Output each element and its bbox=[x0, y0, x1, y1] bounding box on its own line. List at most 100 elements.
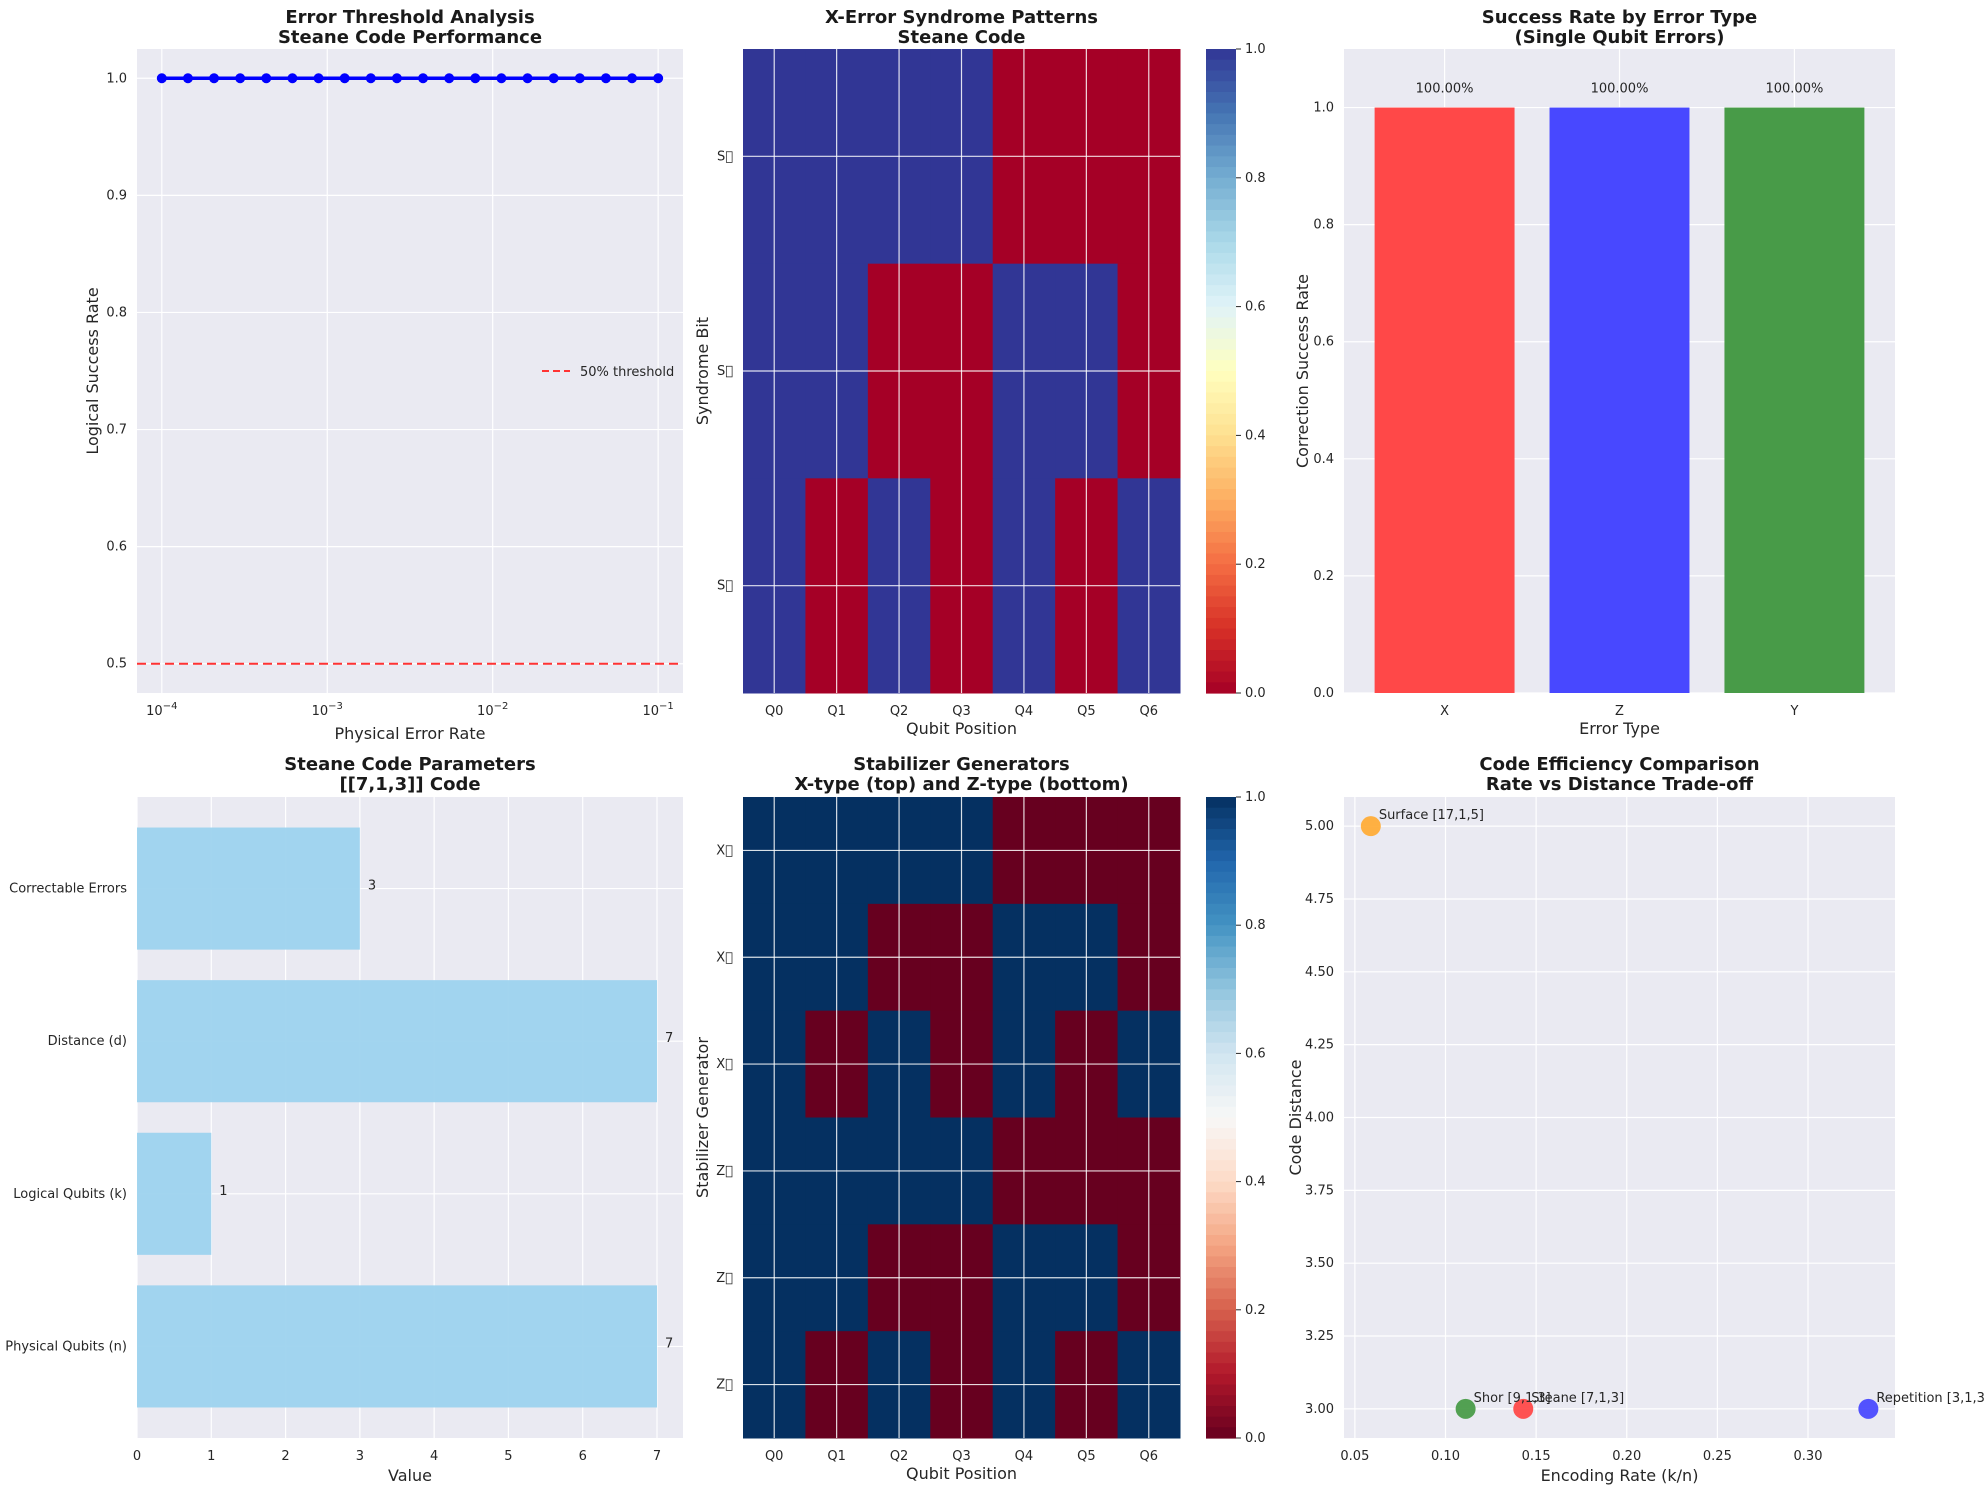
colorbar-segment bbox=[1206, 252, 1236, 265]
bar-value-label: 100.00% bbox=[1765, 82, 1823, 97]
colorbar-segment bbox=[1206, 1053, 1236, 1065]
colorbar-segment bbox=[1206, 1320, 1236, 1332]
x-tick-label: 10−1 bbox=[643, 701, 674, 719]
x-tick-label: Q2 bbox=[890, 1449, 909, 1464]
colorbar-segment bbox=[1206, 829, 1236, 841]
colorbar-segment bbox=[1206, 1117, 1236, 1129]
colorbar-segment bbox=[1206, 639, 1236, 651]
x-tick-label: 0.05 bbox=[1340, 1449, 1369, 1464]
colorbar-segment bbox=[1206, 967, 1236, 980]
colorbar-segment bbox=[1206, 1341, 1236, 1354]
colorbar-segment bbox=[1206, 403, 1236, 415]
point-label: Steane [7,1,3] bbox=[1531, 1391, 1624, 1406]
colorbar-segment bbox=[1206, 1395, 1236, 1407]
colorbar-segment bbox=[1206, 861, 1236, 873]
colorbar-segment bbox=[1206, 553, 1236, 565]
colorbar-segment bbox=[1206, 882, 1236, 894]
x-tick-label: 0.20 bbox=[1612, 1449, 1641, 1464]
colorbar-segment bbox=[1206, 360, 1236, 372]
colorbar-segment bbox=[1206, 156, 1236, 168]
y-axis-label: Logical Success Rate bbox=[83, 287, 102, 454]
syndrome-heatmap: Q0 Q1 Q2 Q3 Q4 Q5 Q6 S⃞ S⃞ S⃞ 0.0 0.2 0.4 0.6 0.8 1.0 X-… bbox=[693, 7, 1266, 738]
success-chart: 0.0 0.2 0.4 0.6 0.8 1.0 100.00% X 100.00% Z 100.00… bbox=[1293, 7, 1895, 738]
legend-label: 50% threshold bbox=[580, 365, 674, 380]
scatter-point bbox=[1858, 1398, 1879, 1419]
point-label: Repetition [3,1,3] bbox=[1876, 1391, 1985, 1406]
colorbar-segment bbox=[1206, 1149, 1236, 1161]
x-tick-label: X bbox=[1440, 704, 1449, 719]
colorbar-segment bbox=[1206, 1288, 1236, 1300]
x-tick-label: Q4 bbox=[1015, 1449, 1034, 1464]
y-tick-label: 4.50 bbox=[1305, 965, 1334, 980]
colorbar-tick-label: 0.4 bbox=[1245, 1175, 1266, 1190]
y-tick-label: 3.75 bbox=[1305, 1183, 1334, 1198]
colorbar-segment bbox=[1206, 91, 1236, 104]
y-tick-label: 1.0 bbox=[106, 71, 127, 86]
colorbar-segment bbox=[1206, 220, 1236, 233]
colorbar-segment bbox=[1206, 306, 1236, 318]
colorbar-segment bbox=[1206, 1373, 1236, 1386]
colorbar-segment bbox=[1206, 446, 1236, 458]
colorbar-tick-label: 0.8 bbox=[1245, 918, 1266, 933]
data-point bbox=[391, 73, 402, 84]
y-tick-label: 0.2 bbox=[1313, 569, 1334, 584]
colorbar-segment bbox=[1206, 81, 1236, 93]
colorbar-segment bbox=[1206, 542, 1236, 555]
colorbar-segment bbox=[1206, 807, 1236, 819]
threshold-chart: 0.5 0.6 0.7 0.8 0.9 1.0 10−4 10−3 10−2 10−1 50% th… bbox=[83, 7, 683, 743]
chart-title-line-2: Steane Code Performance bbox=[278, 27, 542, 48]
colorbar-segment bbox=[1206, 1074, 1236, 1087]
param-bar bbox=[137, 1132, 212, 1255]
y-tick-label: 0.5 bbox=[106, 657, 127, 672]
colorbar-segment bbox=[1206, 328, 1236, 340]
y-tick-label: 3.00 bbox=[1305, 1402, 1334, 1417]
x-tick-label: 10−3 bbox=[312, 701, 343, 719]
colorbar-segment bbox=[1206, 596, 1236, 608]
data-point bbox=[287, 73, 298, 84]
colorbar-segment bbox=[1206, 210, 1236, 222]
y-tick-label: X⃞ bbox=[716, 843, 733, 858]
data-point bbox=[418, 73, 429, 84]
param-bar bbox=[137, 827, 360, 950]
colorbar-segment bbox=[1206, 1202, 1236, 1215]
data-point bbox=[600, 73, 611, 84]
colorbar-segment bbox=[1206, 1106, 1236, 1119]
x-axis-label: Qubit Position bbox=[906, 1464, 1017, 1483]
colorbar-segment bbox=[1206, 124, 1236, 136]
colorbar-segment bbox=[1206, 1245, 1236, 1257]
colorbar-segment bbox=[1206, 1427, 1236, 1439]
y-tick-label: 5.00 bbox=[1305, 819, 1334, 834]
colorbar-segment bbox=[1206, 617, 1236, 630]
point-label: Surface [17,1,5] bbox=[1379, 808, 1484, 823]
data-point bbox=[182, 73, 193, 84]
colorbar-segment bbox=[1206, 392, 1236, 404]
bar-z bbox=[1549, 107, 1690, 693]
y-tick-label: Physical Qubits (n) bbox=[5, 1339, 127, 1354]
colorbar-segment bbox=[1206, 1021, 1236, 1033]
data-point bbox=[235, 73, 246, 84]
x-tick-label: 0.30 bbox=[1794, 1449, 1823, 1464]
colorbar-segment bbox=[1206, 1363, 1236, 1375]
y-tick-label: 4.00 bbox=[1305, 1111, 1334, 1126]
x-tick-label: 1 bbox=[207, 1449, 215, 1464]
x-tick-label: 5 bbox=[504, 1449, 512, 1464]
y-tick-label: 0.6 bbox=[106, 540, 127, 555]
y-tick-label: Z⃞ bbox=[716, 1271, 733, 1286]
y-tick-label: 0.4 bbox=[1313, 452, 1334, 467]
x-axis-label: Error Type bbox=[1579, 719, 1660, 738]
colorbar-segment bbox=[1206, 1384, 1236, 1396]
colorbar-segment bbox=[1206, 978, 1236, 990]
colorbar-segment bbox=[1206, 59, 1236, 72]
colorbar-segment bbox=[1206, 957, 1236, 969]
y-tick-label: 3.50 bbox=[1305, 1256, 1334, 1271]
chart-title-line-1: Error Threshold Analysis bbox=[285, 7, 534, 28]
colorbar-segment bbox=[1206, 850, 1236, 862]
scatter-point bbox=[1513, 1398, 1534, 1419]
colorbar-segment bbox=[1206, 1181, 1236, 1193]
colorbar-segment bbox=[1206, 134, 1236, 147]
colorbar-segment bbox=[1206, 1267, 1236, 1279]
colorbar-segment bbox=[1206, 903, 1236, 916]
plot-area bbox=[137, 49, 683, 693]
chart-title-line-2: [[7,1,3]] Code bbox=[339, 774, 480, 795]
colorbar-tick-label: 0.4 bbox=[1245, 428, 1266, 443]
